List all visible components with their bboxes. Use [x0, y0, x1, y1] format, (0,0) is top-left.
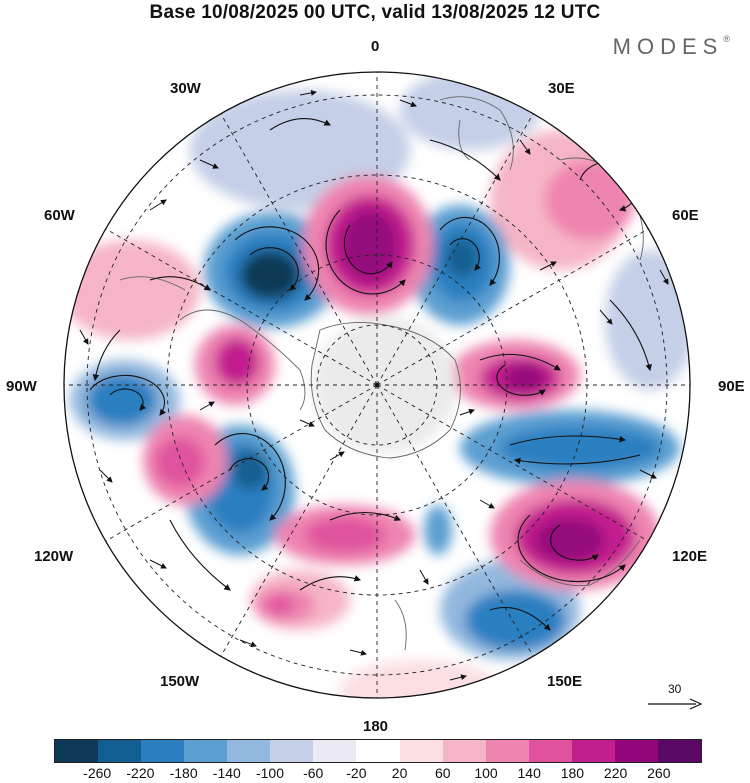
lon-label-60e: 60E	[672, 207, 699, 224]
lon-label-120w: 120W	[34, 548, 74, 565]
colorbar-tick-label: 180	[560, 765, 585, 781]
colorbar-tick-label: 140	[517, 765, 541, 781]
colorbar-cell	[657, 740, 701, 762]
lon-label-30e: 30E	[548, 80, 575, 97]
reference-vector-arrow	[648, 698, 703, 710]
lon-label-120e: 120E	[672, 548, 708, 565]
colorbar-cell	[571, 740, 615, 762]
colorbar-tick-label: -20	[346, 765, 367, 781]
polar-map	[63, 71, 691, 699]
colorbar-cell	[55, 740, 99, 762]
colorbar-tick-label: -100	[255, 765, 285, 781]
brand-text: MODES	[612, 34, 724, 59]
colorbar-cell	[141, 740, 185, 762]
colorbar-cell	[227, 740, 271, 762]
anomaly-field	[64, 72, 690, 698]
graticule	[64, 72, 690, 698]
reference-vector-label: 30	[668, 682, 682, 696]
colorbar-cell	[270, 740, 314, 762]
colorbar-tick-label: 100	[474, 765, 498, 781]
lon-label-30w: 30W	[170, 80, 201, 97]
lon-label-180: 180	[363, 718, 389, 735]
colorbar-cell	[528, 740, 572, 762]
colorbar-ticks: -260 -220 -180 -140 -100 -60 -20 20 60 100 140 180 2…	[0, 765, 750, 783]
colorbar-tick-label: -260	[83, 765, 112, 781]
colorbar-cell	[98, 740, 142, 762]
lon-label-150e: 150E	[547, 673, 583, 690]
registered-mark: ®	[723, 34, 730, 44]
lon-label-90e: 90E	[718, 378, 745, 395]
colorbar-cell	[313, 740, 357, 762]
colorbar-cell	[184, 740, 228, 762]
colorbar-tick-label: 20	[391, 765, 408, 781]
colorbar-cell	[399, 740, 443, 762]
colorbar-tick-label: 60	[435, 765, 451, 781]
lon-label-150w: 150W	[160, 673, 200, 690]
lon-label-0: 0	[371, 38, 380, 55]
brand-logo: MODES®	[613, 34, 730, 60]
wind-streamlines	[89, 118, 652, 631]
colorbar-tick-label: -60	[303, 765, 324, 781]
colorbar-tick-label: 220	[603, 765, 628, 781]
coastlines	[119, 96, 644, 651]
map-boundary	[63, 71, 691, 699]
lon-label-90w: 90W	[6, 378, 37, 395]
colorbar-cell	[356, 740, 400, 762]
colorbar-tick-label: -140	[212, 765, 241, 781]
colorbar	[54, 739, 702, 763]
colorbar-cell	[485, 740, 529, 762]
colorbar-tick-label: -180	[169, 765, 198, 781]
chart-title: Base 10/08/2025 00 UTC, valid 13/08/2025…	[149, 2, 601, 23]
colorbar-cell	[442, 740, 486, 762]
colorbar-cell	[614, 740, 658, 762]
colorbar-tick-label: 260	[647, 765, 671, 781]
colorbar-tick-label: -220	[126, 765, 155, 781]
lon-label-60w: 60W	[44, 207, 75, 224]
